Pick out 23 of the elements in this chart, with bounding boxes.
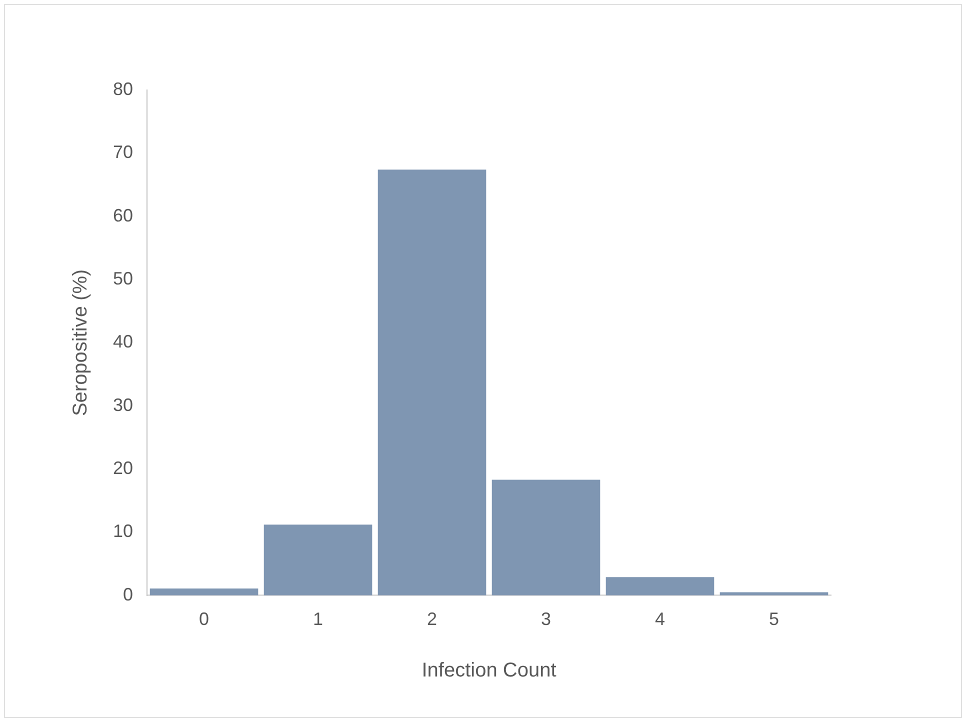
y-tick-label: 0 — [123, 584, 134, 604]
x-axis-title: Infection Count — [422, 660, 557, 682]
y-tick-label: 10 — [112, 521, 134, 542]
x-tick-label: 0 — [199, 609, 210, 630]
x-tick-label: 4 — [655, 609, 666, 630]
y-tick-label: 30 — [112, 394, 134, 415]
bar — [378, 170, 486, 596]
bar — [720, 592, 828, 596]
bar — [606, 577, 714, 596]
y-tick-label: 70 — [112, 142, 134, 162]
bar — [150, 588, 258, 596]
y-tick-label: 40 — [112, 332, 134, 352]
y-tick-label: 50 — [112, 268, 134, 288]
bar — [264, 524, 372, 596]
y-tick-label: 20 — [112, 458, 134, 478]
x-tick-label: 2 — [427, 609, 438, 630]
x-tick-label: 3 — [541, 609, 552, 630]
y-tick-label: 60 — [112, 205, 134, 226]
y-tick-label: 80 — [112, 78, 134, 99]
x-tick-label: 5 — [768, 609, 780, 630]
y-axis-title: Seropositive (%) — [70, 269, 92, 416]
x-tick-label: 1 — [313, 609, 324, 630]
bar — [492, 480, 600, 596]
